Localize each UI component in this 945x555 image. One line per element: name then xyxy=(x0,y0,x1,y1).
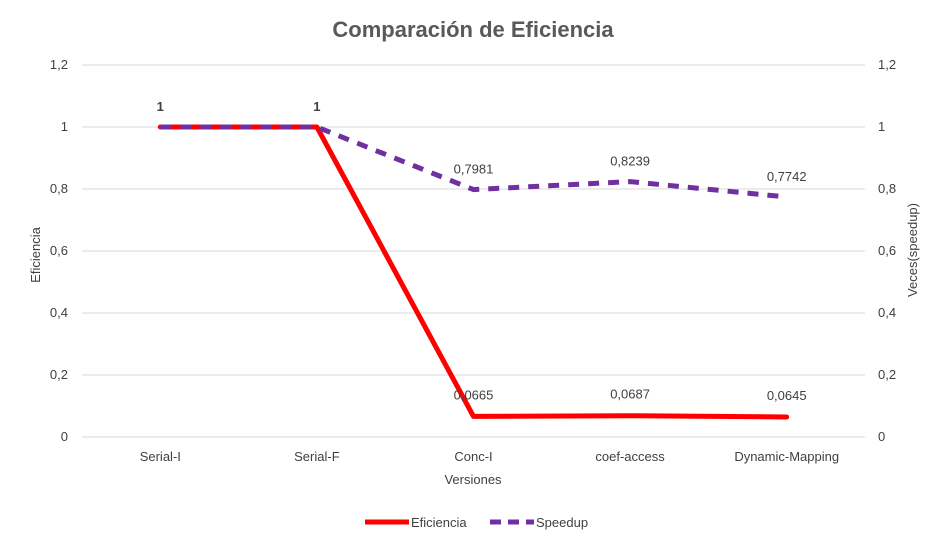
left-tick-label: 1 xyxy=(61,119,68,134)
right-tick-label: 0,6 xyxy=(878,243,896,258)
left-tick-label: 0,2 xyxy=(50,367,68,382)
data-point xyxy=(472,188,475,191)
legend: Eficiencia Speedup xyxy=(365,515,588,530)
left-axis-ticks: 0 0,2 0,4 0,6 0,8 1 1,2 xyxy=(50,57,68,444)
x-tick-label: Serial-F xyxy=(294,449,340,464)
data-point xyxy=(472,415,475,418)
chart-title: Comparación de Eficiencia xyxy=(332,17,614,42)
data-point xyxy=(159,126,162,129)
data-label: 0,0665 xyxy=(454,387,494,402)
legend-label: Eficiencia xyxy=(411,515,467,530)
data-point xyxy=(315,126,318,129)
left-tick-label: 0,6 xyxy=(50,243,68,258)
y-axis-label: Eficiencia xyxy=(28,226,43,282)
data-label: 1 xyxy=(313,99,320,114)
x-tick-label: Conc-I xyxy=(454,449,492,464)
data-point xyxy=(629,414,632,417)
left-tick-label: 0,8 xyxy=(50,181,68,196)
right-tick-label: 1 xyxy=(878,119,885,134)
series-lines xyxy=(157,124,790,420)
y2-axis-label: Veces(speedup) xyxy=(905,203,920,297)
data-point xyxy=(785,195,788,198)
data-labels: 1 1 0,0665 0,0687 0,0645 0,7981 0,8239 0,7742 xyxy=(157,99,807,403)
gridlines xyxy=(82,64,865,438)
x-axis-ticks: Serial-I Serial-F Conc-I coef-access Dynamic… xyxy=(140,449,839,464)
data-label: 0,7742 xyxy=(767,169,807,184)
data-label: 0,0687 xyxy=(610,387,650,402)
data-point xyxy=(629,180,632,183)
x-tick-label: Serial-I xyxy=(140,449,181,464)
right-tick-label: 0,2 xyxy=(878,367,896,382)
right-axis-ticks: 0 0,2 0,4 0,6 0,8 1 1,2 xyxy=(878,57,896,444)
x-axis-label: Versiones xyxy=(444,472,502,487)
data-label: 1 xyxy=(157,99,164,114)
right-tick-label: 1,2 xyxy=(878,57,896,72)
right-tick-label: 0,8 xyxy=(878,181,896,196)
data-label: 0,0645 xyxy=(767,388,807,403)
data-label: 0,7981 xyxy=(454,162,494,177)
legend-label: Speedup xyxy=(536,515,588,530)
right-tick-label: 0,4 xyxy=(878,305,896,320)
right-tick-label: 0 xyxy=(878,429,885,444)
left-tick-label: 0 xyxy=(61,429,68,444)
left-tick-label: 1,2 xyxy=(50,57,68,72)
series-line-speedup xyxy=(160,124,787,200)
x-tick-label: coef-access xyxy=(595,449,665,464)
x-tick-label: Dynamic-Mapping xyxy=(734,449,839,464)
left-tick-label: 0,4 xyxy=(50,305,68,320)
data-point xyxy=(785,416,788,419)
data-label: 0,8239 xyxy=(610,154,650,169)
